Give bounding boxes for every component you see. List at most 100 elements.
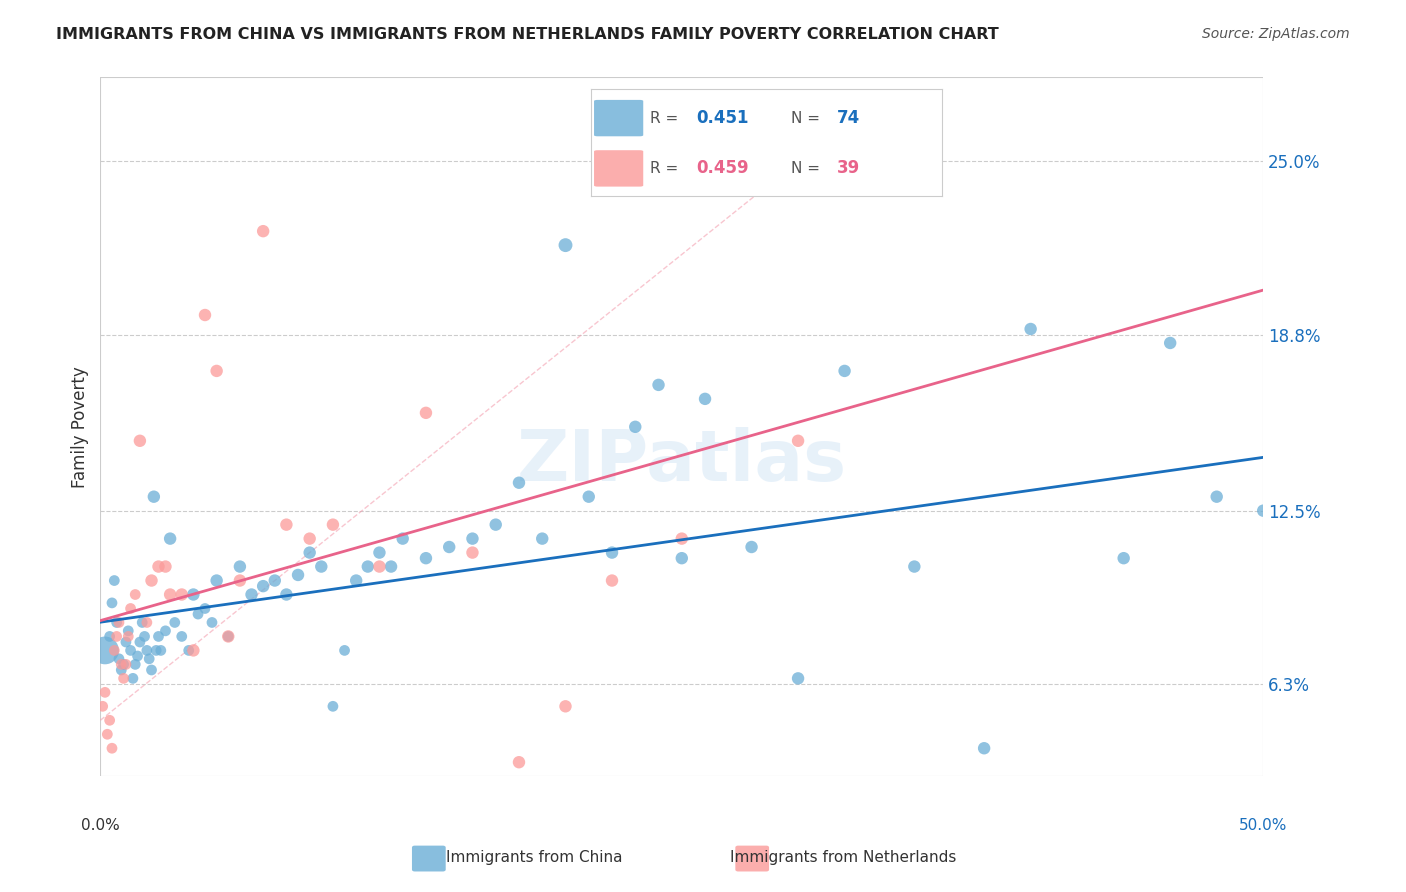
Point [110,663,132,677]
Point [177,643,200,657]
Text: 0.0%: 0.0% [82,818,120,833]
Point [103,643,125,657]
Y-axis label: Family Poverty: Family Poverty [72,366,89,488]
Point [155,624,177,638]
Point [834,364,856,378]
Point [201,615,224,630]
Point [322,517,344,532]
Point [124,657,146,672]
Point [647,377,669,392]
Point [101,741,124,756]
Point [117,624,139,638]
Point [98,713,121,727]
Point [671,551,693,566]
Point [1251,503,1274,517]
Point [115,657,138,672]
Point [108,615,131,630]
Point [415,551,437,566]
Text: R =: R = [650,161,679,176]
Point [624,419,647,434]
Text: 74: 74 [837,109,860,127]
Point [263,574,285,588]
FancyBboxPatch shape [593,100,644,136]
Point [155,559,177,574]
Point [276,517,298,532]
Point [120,643,142,657]
Text: ZIPatlas: ZIPatlas [517,427,846,496]
Point [973,741,995,756]
Point [170,629,193,643]
Point [217,629,239,643]
Point [170,587,193,601]
Point [357,559,380,574]
Point [1066,783,1088,797]
Point [554,238,576,252]
Point [98,629,121,643]
Point [344,574,367,588]
Text: Source: ZipAtlas.com: Source: ZipAtlas.com [1202,27,1350,41]
Point [141,574,163,588]
Point [149,643,172,657]
Point [131,615,153,630]
Point [124,587,146,601]
Text: 0.459: 0.459 [696,160,748,178]
Point [108,652,131,666]
Point [1019,322,1042,336]
Text: Immigrants from Netherlands: Immigrants from Netherlands [730,850,957,865]
Text: 0.451: 0.451 [696,109,748,127]
Point [333,643,356,657]
Point [508,756,530,770]
Point [127,648,149,663]
Point [903,559,925,574]
Point [252,224,274,238]
Point [148,559,170,574]
Point [134,629,156,643]
Point [205,364,228,378]
Point [485,517,508,532]
Point [787,671,810,685]
Point [115,635,138,649]
Point [554,699,576,714]
Point [287,568,309,582]
Point [105,629,128,643]
Point [298,545,321,559]
Point [101,596,124,610]
Point [671,532,693,546]
Point [183,643,205,657]
Point [415,406,437,420]
Point [120,601,142,615]
Point [461,532,484,546]
Text: 39: 39 [837,160,860,178]
Point [138,652,160,666]
Point [787,434,810,448]
Text: R =: R = [650,111,679,126]
Point [217,629,239,643]
Point [391,532,413,546]
Point [229,559,252,574]
Point [252,579,274,593]
Point [94,685,117,699]
Point [311,559,333,574]
Point [600,574,623,588]
Point [461,545,484,559]
Point [380,559,402,574]
Point [128,635,150,649]
Point [148,629,170,643]
Text: 50.0%: 50.0% [1239,818,1288,833]
Point [1112,551,1135,566]
Point [105,615,128,630]
Point [368,559,391,574]
Point [276,587,298,601]
Point [135,643,157,657]
Text: IMMIGRANTS FROM CHINA VS IMMIGRANTS FROM NETHERLANDS FAMILY POVERTY CORRELATION : IMMIGRANTS FROM CHINA VS IMMIGRANTS FROM… [56,27,1000,42]
Point [531,532,554,546]
Point [578,490,600,504]
Point [103,574,125,588]
Point [142,490,165,504]
Point [741,140,763,154]
Point [240,587,263,601]
Point [159,587,181,601]
Point [122,671,145,685]
Point [205,574,228,588]
Point [741,540,763,554]
